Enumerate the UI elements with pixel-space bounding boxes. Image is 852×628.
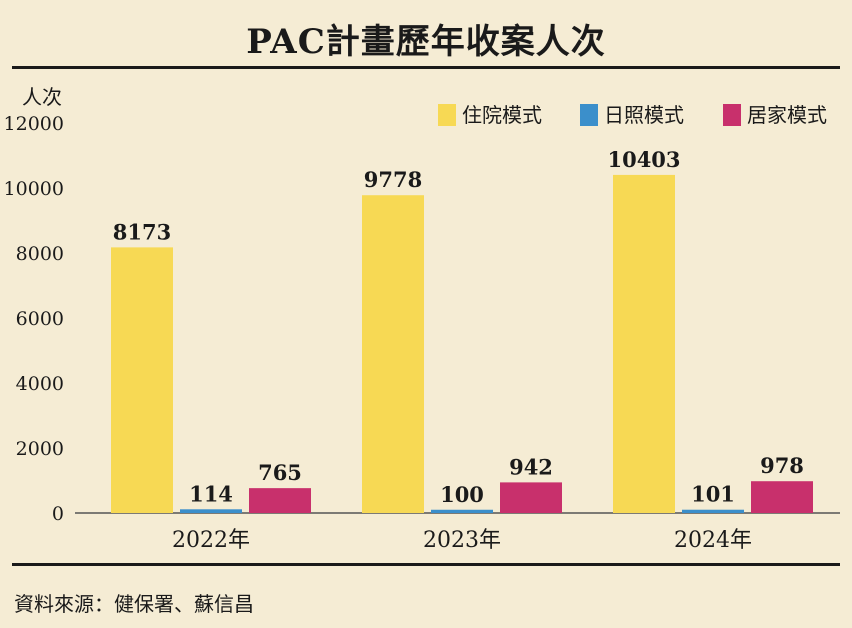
x-tick-label: 2023年	[423, 528, 501, 553]
y-tick-label: 4000	[16, 373, 64, 395]
bar-住院模式	[362, 195, 424, 513]
data-label: 978	[760, 453, 804, 478]
legend-label: 居家模式	[747, 103, 827, 127]
x-tick-label: 2024年	[674, 528, 752, 553]
data-label: 8173	[113, 219, 171, 244]
y-tick-label: 8000	[16, 243, 64, 265]
source-note: 資料來源：健保署、蘇信昌	[14, 592, 254, 616]
bar-日照模式	[682, 509, 744, 513]
legend-label: 住院模式	[462, 103, 542, 127]
y-tick-label: 12000	[4, 113, 64, 135]
y-axis-label: 人次	[22, 85, 62, 109]
y-tick-label: 2000	[16, 438, 64, 460]
y-tick-label: 0	[52, 503, 64, 525]
bar-居家模式	[249, 488, 311, 513]
data-label: 942	[509, 454, 553, 479]
data-label: 765	[258, 460, 302, 485]
bar-住院模式	[613, 174, 675, 513]
data-label: 100	[440, 482, 484, 507]
data-label: 114	[189, 481, 233, 506]
legend-label: 日照模式	[604, 103, 684, 127]
bar-日照模式	[180, 509, 242, 513]
chart-title: PAC計畫歷年收案人次	[246, 22, 606, 62]
x-tick-label: 2022年	[172, 528, 250, 553]
data-label: 101	[691, 482, 735, 507]
y-tick-label: 10000	[4, 178, 64, 200]
legend-swatch	[723, 104, 741, 126]
title-divider	[12, 66, 840, 69]
bar-居家模式	[500, 482, 562, 513]
bar-居家模式	[751, 481, 813, 513]
footer-divider	[12, 563, 840, 566]
data-label: 10403	[607, 147, 680, 172]
data-label: 9778	[364, 167, 422, 192]
bar-住院模式	[111, 247, 173, 513]
y-tick-label: 6000	[16, 308, 64, 330]
bar-日照模式	[431, 509, 493, 513]
legend-swatch	[438, 104, 456, 126]
legend-swatch	[580, 104, 598, 126]
